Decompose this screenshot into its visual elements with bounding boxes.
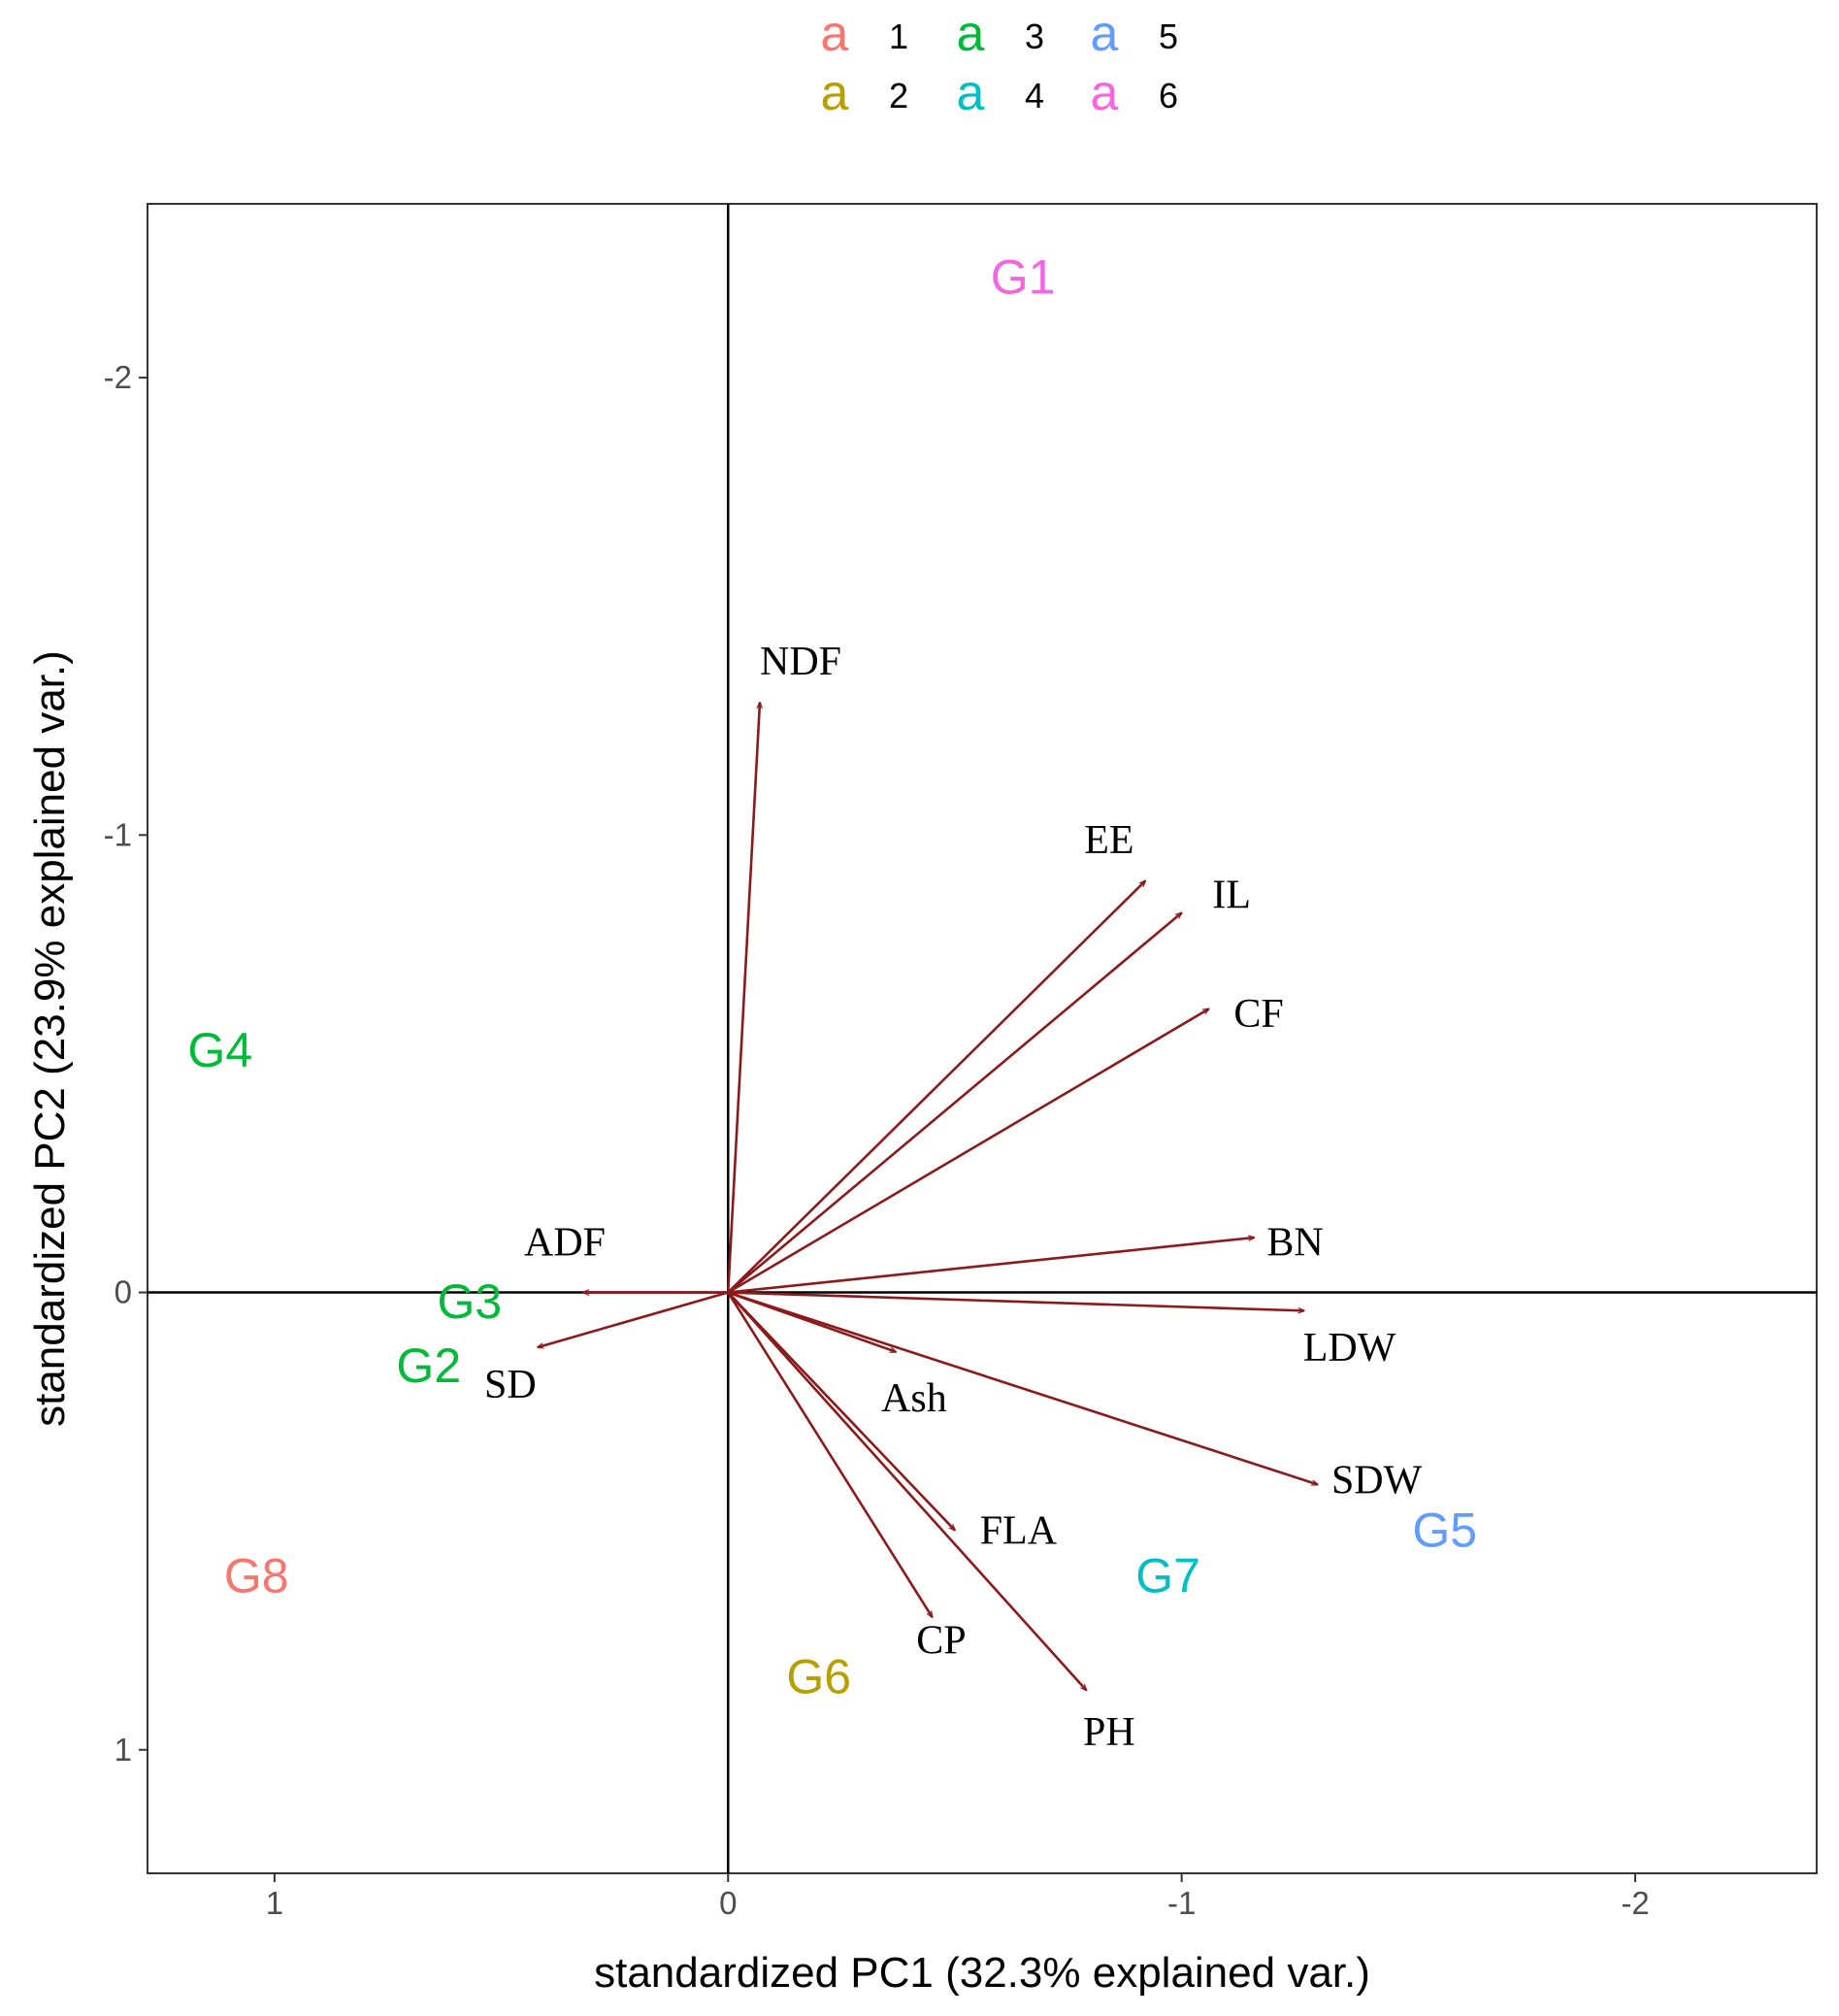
observation-labels: G1 G2 G3 G4 G5 G6 G7 G8: [187, 249, 1477, 1703]
loading-label-cf: CF: [1233, 992, 1283, 1037]
loading-label-adf: ADF: [524, 1221, 606, 1266]
y-tick-label: -2: [104, 359, 132, 395]
loading-label-ash: Ash: [881, 1376, 947, 1421]
group-label-g1: G1: [991, 249, 1056, 304]
y-axis: -2 -1 0 1: [104, 359, 148, 1768]
legend-label-3: 3: [1025, 17, 1044, 56]
group-label-g5: G5: [1412, 1504, 1477, 1558]
loading-label-fla: FLA: [980, 1509, 1058, 1554]
legend-swatch-3: a: [957, 6, 985, 62]
loading-arrow-cp: [727, 1291, 932, 1618]
loading-arrow-bn: [728, 1238, 1254, 1294]
legend-label-5: 5: [1159, 17, 1178, 56]
loading-arrow-ndf: [726, 703, 760, 1293]
legend-swatch-2: a: [821, 65, 849, 121]
legend-swatch-4: a: [957, 65, 985, 121]
loading-arrows: [538, 703, 1318, 1691]
x-axis: 1 0 -1 -2: [266, 1873, 1650, 1921]
loading-label-cp: CP: [916, 1619, 966, 1664]
loading-arrow-ldw: [728, 1291, 1304, 1311]
loading-arrow-ph: [727, 1291, 1086, 1691]
loading-label-ee: EE: [1084, 818, 1133, 863]
loading-arrow-fla: [727, 1291, 955, 1531]
legend-label-6: 6: [1159, 76, 1178, 116]
group-label-g4: G4: [187, 1023, 252, 1077]
plot-panel-border: [147, 203, 1818, 1874]
loading-arrow-cf: [727, 1008, 1208, 1294]
legend: a 1a 2a 3a 4a 5a 6: [821, 6, 1178, 121]
legend-label-2: 2: [889, 76, 908, 116]
loading-label-ldw: LDW: [1303, 1326, 1396, 1371]
y-tick-label: 1: [115, 1732, 132, 1768]
legend-label-4: 4: [1025, 76, 1044, 116]
group-label-g7: G7: [1135, 1549, 1200, 1603]
loading-label-il: IL: [1212, 874, 1251, 918]
y-tick-label: -1: [104, 816, 132, 852]
x-axis-title: standardized PC1 (32.3% explained var.): [594, 1949, 1370, 1997]
loading-arrow-sdw: [727, 1291, 1318, 1485]
x-tick-label: 1: [266, 1885, 283, 1921]
group-label-g6: G6: [786, 1649, 851, 1703]
group-label-g3: G3: [437, 1274, 502, 1329]
loading-arrow-ee: [727, 880, 1145, 1294]
y-tick-label: 0: [115, 1274, 132, 1310]
loading-label-sd: SD: [484, 1363, 537, 1407]
loading-label-ndf: NDF: [760, 640, 841, 684]
reference-lines: [148, 204, 1817, 1873]
group-label-g8: G8: [224, 1549, 289, 1603]
group-label-g2: G2: [396, 1338, 461, 1393]
legend-swatch-6: a: [1091, 65, 1119, 121]
legend-swatch-5: a: [1091, 6, 1119, 62]
y-axis-title: standardized PC2 (23.9% explained var.): [26, 650, 74, 1427]
loading-arrow-sd: [538, 1291, 729, 1348]
x-tick-label: 0: [719, 1885, 737, 1921]
legend-swatch-1: a: [821, 6, 849, 62]
legend-label-1: 1: [889, 17, 908, 56]
x-tick-label: -2: [1621, 1885, 1649, 1921]
loading-labels: NDF EE IL CF BN ADF SD LDW Ash SDW FLA CP PH: [484, 640, 1423, 1755]
loading-label-bn: BN: [1266, 1221, 1323, 1266]
loading-label-sdw: SDW: [1331, 1459, 1423, 1504]
loading-arrow-il: [727, 912, 1181, 1294]
x-tick-label: -1: [1167, 1885, 1196, 1921]
loading-label-ph: PH: [1083, 1710, 1135, 1755]
